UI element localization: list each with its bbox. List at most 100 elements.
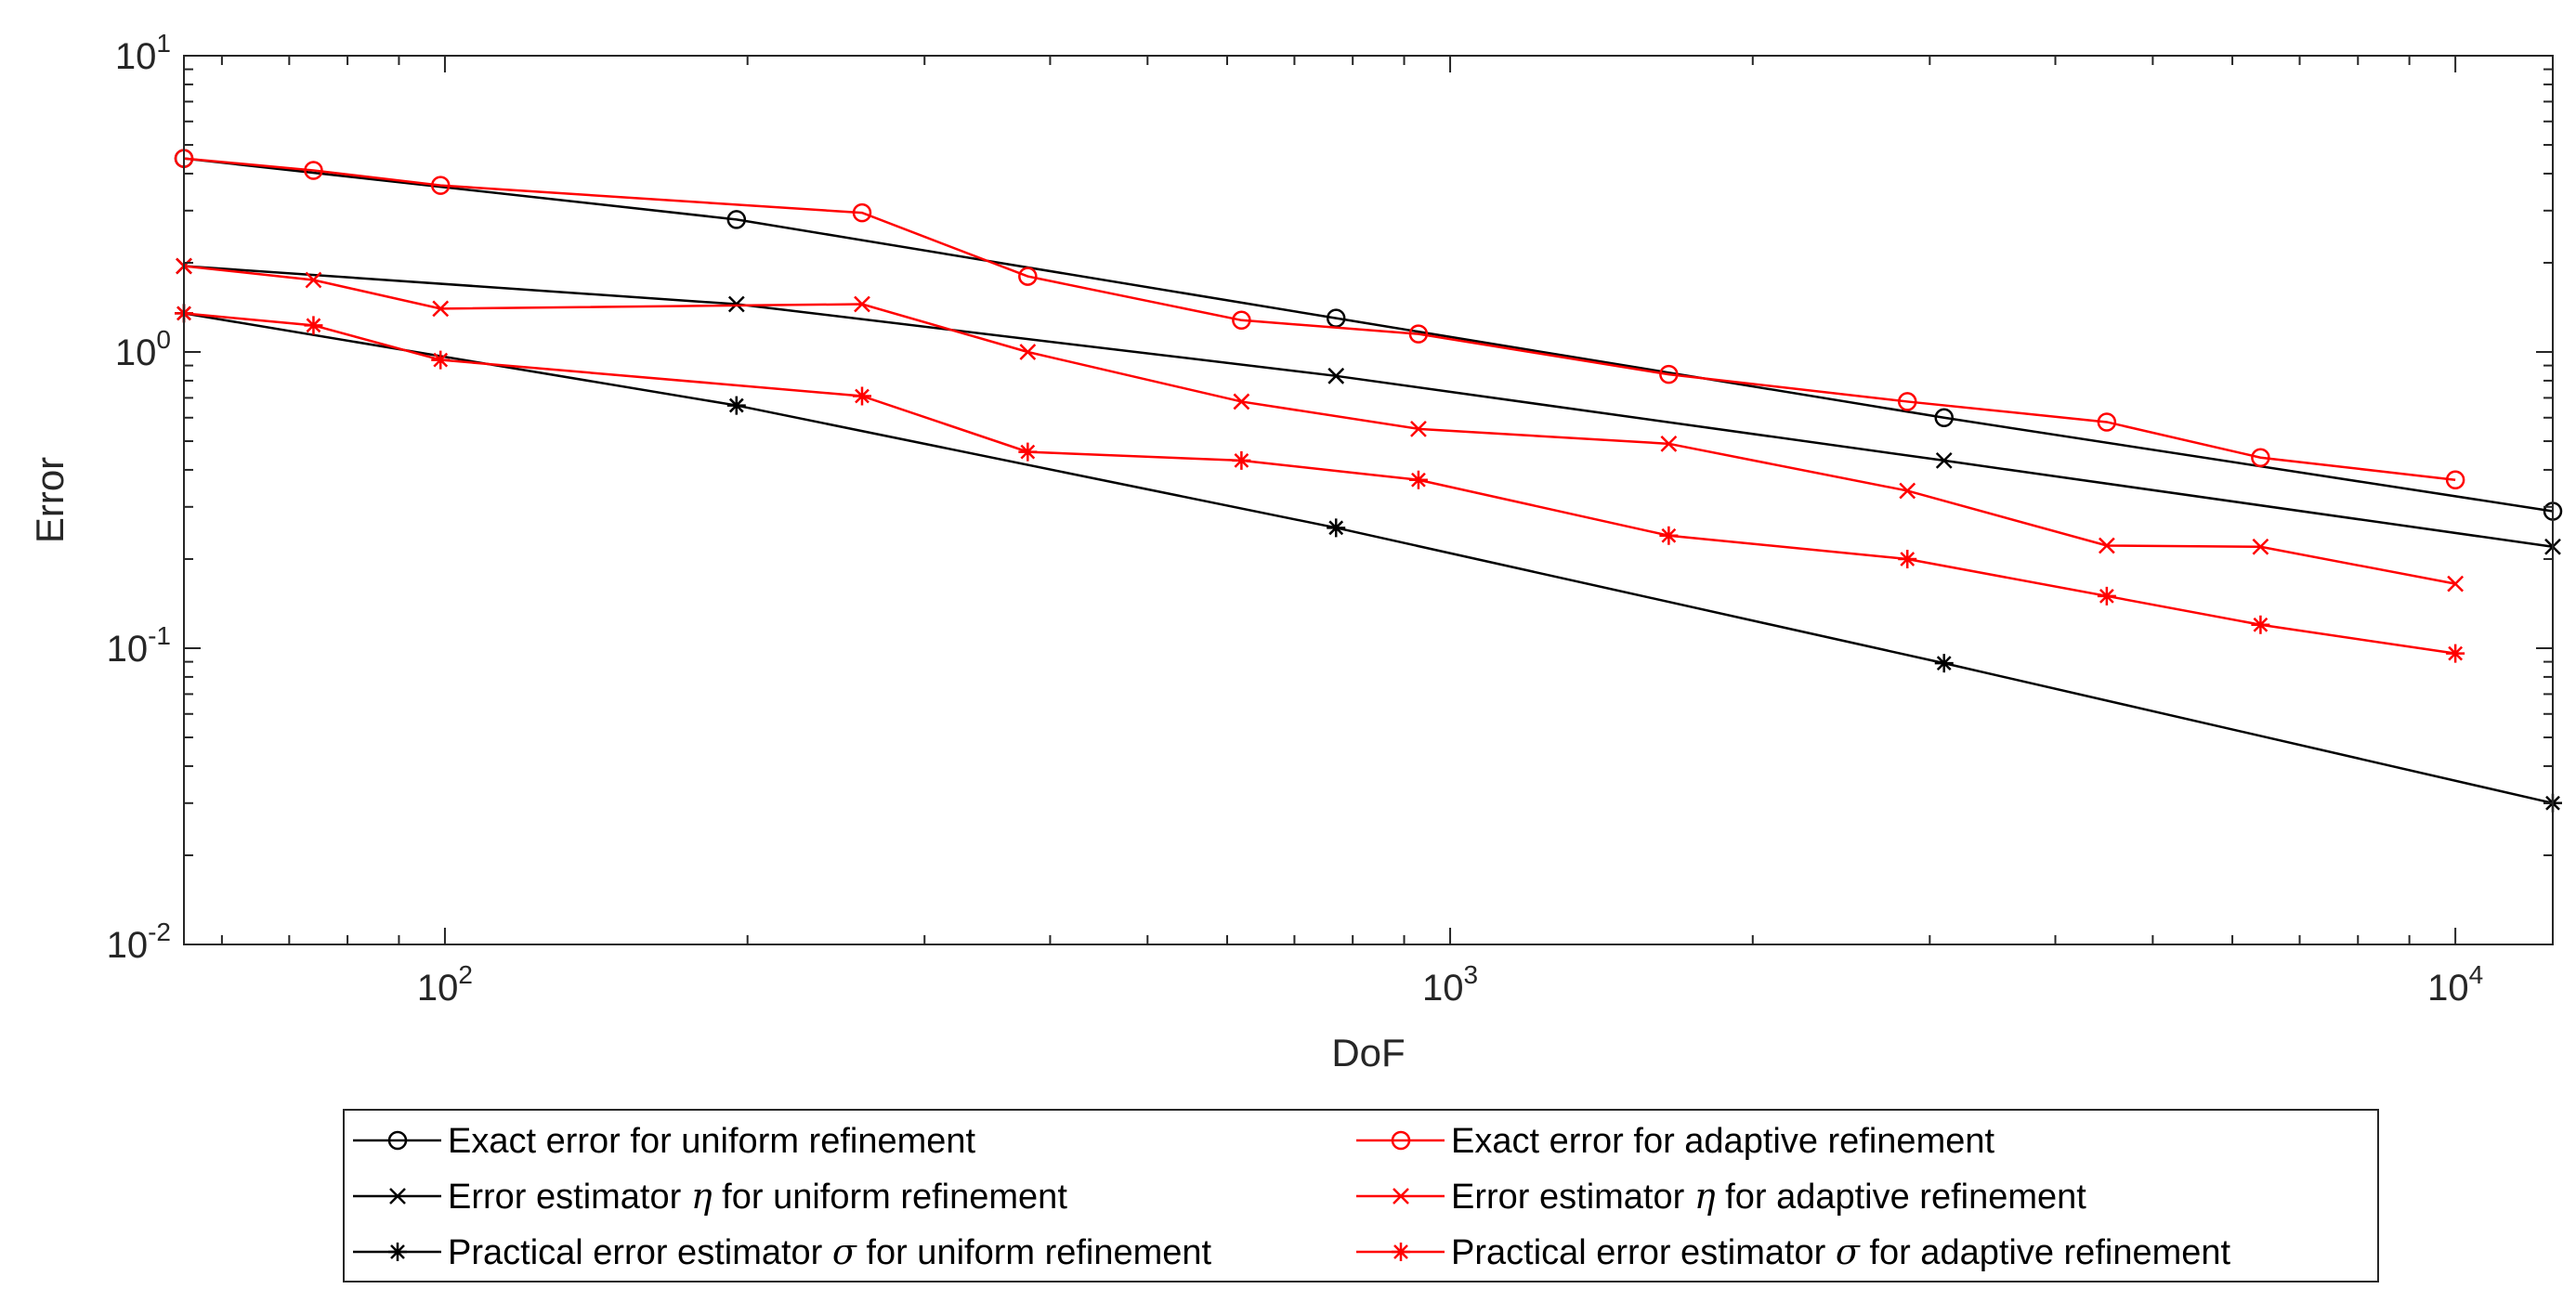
y-tick-label-base: 10 — [107, 925, 149, 966]
data-point — [2251, 615, 2270, 634]
x-tick-label-exponent: 3 — [1464, 960, 1479, 989]
legend: Exact error for uniform refinement Error … — [343, 1109, 2379, 1282]
data-point — [1935, 452, 1953, 469]
legend-entry-5: Error estimator η for adaptive refinemen… — [1356, 1176, 2086, 1217]
y-tick-label-exponent: -1 — [148, 621, 171, 650]
x-tick-label-exponent: 4 — [2469, 960, 2484, 989]
x-tick-label-base: 10 — [1422, 968, 1464, 1009]
legend-label-prefix: Practical error estimator — [448, 1233, 832, 1272]
data-point — [1660, 435, 1678, 452]
y-axis-label: Error — [28, 457, 72, 543]
data-point — [1408, 324, 1429, 344]
legend-entry-6: Practical error estimator σ for adaptive… — [1356, 1231, 2231, 1272]
series-line — [183, 265, 2456, 585]
legend-label-prefix: Exact error for uniform refinement — [448, 1122, 976, 1161]
data-point — [726, 210, 747, 229]
series-line — [183, 312, 2456, 655]
data-point — [1410, 420, 1427, 437]
x-axis-label: DoF — [1331, 1031, 1405, 1074]
legend-entry-2: Error estimator η for uniform refinement — [353, 1176, 1067, 1217]
y-tick-label-base: 10 — [115, 332, 157, 373]
x-tick-label: 102 — [417, 960, 473, 1009]
data-point — [1233, 393, 1250, 410]
legend-label-symbol: σ — [1836, 1231, 1861, 1272]
plot-area — [174, 149, 2563, 813]
data-point — [304, 161, 323, 180]
legend-label: Practical error estimator σ for uniform … — [448, 1231, 1212, 1272]
legend-label-prefix: Error estimator — [1451, 1178, 1694, 1217]
data-point — [1659, 526, 1679, 545]
legend-entry-3: Practical error estimator σ for uniform … — [353, 1231, 1212, 1272]
legend-label: Error estimator η for adaptive refinemen… — [1451, 1176, 2086, 1217]
data-point — [2252, 538, 2269, 555]
data-point — [854, 295, 870, 313]
y-tick-label: 10-2 — [107, 918, 171, 966]
legend-label-prefix: Practical error estimator — [1451, 1233, 1836, 1272]
legend-label-prefix: Exact error for adaptive refinement — [1451, 1122, 1994, 1161]
data-point — [1408, 470, 1428, 489]
data-point — [727, 295, 745, 313]
data-point — [2445, 470, 2465, 489]
data-point — [1232, 450, 1251, 470]
legend-label-symbol: σ — [832, 1231, 857, 1272]
data-point — [430, 176, 451, 195]
data-point — [1018, 442, 1038, 462]
legend-entry-1: Exact error for uniform refinement — [353, 1122, 976, 1161]
legend-label-prefix: Error estimator — [448, 1178, 691, 1217]
legend-label-suffix: for adaptive refinement — [1860, 1233, 2231, 1272]
x-tick-label: 104 — [2427, 960, 2483, 1009]
data-point — [304, 316, 323, 335]
y-tick-label: 101 — [115, 29, 171, 77]
data-point — [1327, 518, 1346, 538]
data-point — [1018, 267, 1038, 286]
legend-marker — [389, 1188, 406, 1204]
data-point — [1659, 364, 1679, 384]
y-tick-label-exponent: 1 — [156, 29, 171, 58]
y-tick-label-base: 10 — [107, 629, 149, 670]
data-point — [2446, 644, 2465, 663]
data-point — [852, 386, 871, 406]
legend-label: Exact error for uniform refinement — [448, 1122, 976, 1161]
legend-label-suffix: for uniform refinement — [713, 1178, 1068, 1217]
y-tick-label: 10-1 — [107, 621, 171, 670]
series-4 — [174, 149, 2465, 489]
y-tick-label: 100 — [115, 325, 171, 373]
y-tick-label-base: 10 — [115, 36, 157, 77]
data-point — [305, 271, 322, 289]
legend-label: Exact error for adaptive refinement — [1451, 1122, 1994, 1161]
data-point — [1898, 549, 1917, 568]
data-point — [2251, 448, 2270, 467]
data-point — [1899, 482, 1916, 500]
legend-marker — [388, 1243, 407, 1261]
legend-label: Error estimator η for uniform refinement — [448, 1176, 1067, 1217]
legend-entry-4: Exact error for adaptive refinement — [1356, 1122, 1994, 1161]
y-tick-label-exponent: -2 — [148, 918, 171, 946]
data-point — [2097, 412, 2117, 432]
legend-label-suffix: for adaptive refinement — [1716, 1178, 2087, 1217]
x-tick-label-exponent: 2 — [458, 960, 473, 989]
data-point — [1934, 408, 1954, 428]
data-point — [2098, 537, 2115, 554]
data-point — [1897, 392, 1917, 411]
x-tick-label-base: 10 — [417, 968, 459, 1009]
series-line — [183, 157, 2456, 481]
axes-frame — [183, 55, 2554, 945]
legend-label-symbol: η — [1694, 1176, 1716, 1217]
data-point — [1327, 367, 1345, 384]
x-tick-label-base: 10 — [2427, 968, 2469, 1009]
data-point — [2097, 586, 2116, 605]
legend-marker — [1393, 1188, 1409, 1204]
data-point — [1232, 310, 1251, 331]
data-point — [852, 202, 872, 223]
y-tick-label-exponent: 0 — [156, 325, 171, 354]
legend-label: Practical error estimator σ for adaptive… — [1451, 1231, 2231, 1272]
x-tick-label: 103 — [1422, 960, 1478, 1009]
series-line — [183, 157, 2554, 513]
legend-marker — [1391, 1130, 1411, 1151]
data-point — [431, 350, 451, 370]
legend-marker — [387, 1130, 408, 1151]
data-point — [2447, 575, 2465, 592]
legend-marker — [1392, 1243, 1410, 1261]
